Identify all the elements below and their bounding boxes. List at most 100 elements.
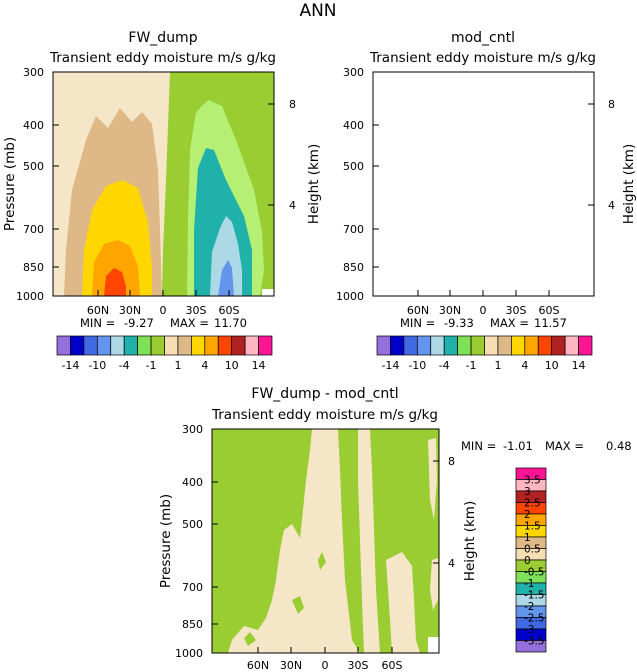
x-tick-label: 30S — [506, 304, 527, 317]
y-right-tick-label: 8 — [289, 98, 296, 111]
contour-band-orange — [92, 240, 140, 296]
colorbar-swatch — [524, 335, 539, 356]
contour-band-blue — [538, 260, 554, 296]
colorbar-label: 1 — [494, 359, 501, 372]
y-tick-label: 700 — [182, 581, 203, 594]
y-right-tick-label: 4 — [608, 199, 615, 212]
x-tick-label: 60N — [87, 304, 109, 317]
x-tick-label: 60S — [219, 304, 240, 317]
colorbar-swatch — [457, 335, 472, 356]
colorbar-swatch — [390, 335, 405, 356]
y-axis-right-label: Height (km) — [462, 501, 478, 581]
colorbar-label: 4 — [521, 359, 528, 372]
colorbar-swatch — [96, 335, 112, 356]
colorbar-label: 1 — [174, 359, 181, 372]
y-axis-right-label: Height (km) — [621, 144, 637, 224]
plot-frame — [372, 71, 595, 297]
stats-min-label: MIN = — [80, 316, 115, 330]
colorbar-swatch — [537, 335, 553, 356]
colorbar-label: -2.5 — [524, 613, 545, 625]
contour-band-red — [424, 268, 446, 296]
stats-min-value: -1.01 — [503, 439, 533, 453]
y-tick-label: 400 — [343, 119, 364, 132]
contour-band-neutral — [228, 429, 360, 653]
y-right-tick-label: 4 — [289, 199, 296, 212]
colorbar-swatch — [244, 335, 259, 356]
x-tick-label: 30N — [439, 304, 461, 317]
x-tick-label: 0 — [160, 304, 167, 317]
y-tick-label: 1000 — [175, 647, 203, 660]
colorbar-swatch — [70, 335, 85, 356]
stats-max-label: MAX = — [170, 316, 209, 330]
colorbar-label: -10 — [88, 359, 106, 372]
y-tick-label: 400 — [23, 119, 44, 132]
colorbar-label: 14 — [572, 359, 586, 372]
colorbar-label: -14 — [61, 359, 79, 372]
colorbar-fw-dump: -14 -10 -4 -1 1 4 10 14 — [56, 335, 273, 372]
x-tick-label: 60N — [247, 659, 269, 672]
stats-min-value: -9.27 — [124, 316, 154, 330]
colorbar-label: -4 — [439, 359, 450, 372]
contour-band-teal — [514, 148, 572, 296]
x-tick-label: 60N — [407, 304, 429, 317]
contour-band-tan — [384, 108, 482, 296]
y-axis-label: Pressure (mb) — [2, 137, 18, 231]
x-tick-label: 0 — [480, 304, 487, 317]
axis-ticks — [53, 71, 274, 297]
y-axis-right-label: Height (km) — [306, 144, 322, 224]
panel-mod-cntl: mod_cntl Transient eddy moisture m/s g/k… — [336, 30, 637, 330]
stats-max-value: 0.48 — [606, 439, 632, 453]
y-tick-label: 700 — [343, 223, 364, 236]
y-axis-label: Pressure (mb) — [158, 494, 174, 588]
contour-band-neutral — [430, 558, 438, 610]
stats-max-value: 11.70 — [214, 316, 247, 330]
y-tick-label: 500 — [182, 518, 203, 531]
colorbar-swatch — [376, 335, 391, 356]
contour-band-yellow — [402, 180, 472, 296]
colorbar-label: 14 — [252, 359, 266, 372]
colorbar-swatch — [231, 335, 246, 356]
y-tick-label: 850 — [23, 261, 44, 274]
colorbar-label: -1 — [466, 359, 477, 372]
axis-ticks — [373, 71, 594, 297]
colorbar-swatch — [416, 335, 432, 356]
colorbar-swatch — [551, 335, 566, 356]
contour-band-neutral — [373, 72, 594, 296]
y-tick-label: 1000 — [336, 290, 364, 303]
colorbar-label: 3 — [524, 486, 531, 498]
contour-field — [53, 72, 274, 296]
y-tick-label: 400 — [182, 476, 203, 489]
colorbar-label: -1.5 — [524, 590, 545, 602]
colorbar-swatch — [56, 335, 71, 356]
colorbar-swatch — [484, 335, 499, 356]
y-tick-label: 300 — [343, 66, 364, 79]
contour-band-neutral — [358, 429, 380, 653]
colorbar-difference: 3.532.521.510.50-0.5-1-1.5-2-2.5-3-3.5 — [515, 467, 547, 653]
contour-band-red — [104, 268, 126, 296]
contour-field — [373, 72, 594, 296]
panel-fw-dump: FW_dump Transient eddy moisture m/s g/kg… — [2, 30, 322, 330]
contour-band-negative-right — [482, 72, 594, 296]
colorbar-swatch — [110, 335, 125, 356]
colorbar-label: -10 — [408, 359, 426, 372]
colorbar-swatch — [123, 335, 138, 356]
colorbar-swatch — [191, 335, 206, 356]
colorbar-label: -4 — [119, 359, 130, 372]
stats-min-label: MIN = — [461, 439, 496, 453]
missing-data-patch — [262, 289, 274, 296]
stats-max-label: MAX = — [490, 316, 529, 330]
colorbar-label: -14 — [381, 359, 399, 372]
colorbar-label: 4 — [201, 359, 208, 372]
x-tick-label: 30S — [186, 304, 207, 317]
contour-band-lightgreen — [507, 100, 584, 296]
y-tick-label: 500 — [23, 160, 44, 173]
colorbar-swatch — [150, 335, 165, 356]
colorbar-swatch — [470, 335, 485, 356]
colorbar-swatch — [430, 335, 445, 356]
colorbar-label: 2 — [524, 509, 531, 521]
y-tick-label: 300 — [23, 66, 44, 79]
y-tick-label: 850 — [343, 261, 364, 274]
colorbar-label: 10 — [545, 359, 559, 372]
y-tick-label: 300 — [182, 423, 203, 436]
colorbar-swatch — [177, 335, 192, 356]
